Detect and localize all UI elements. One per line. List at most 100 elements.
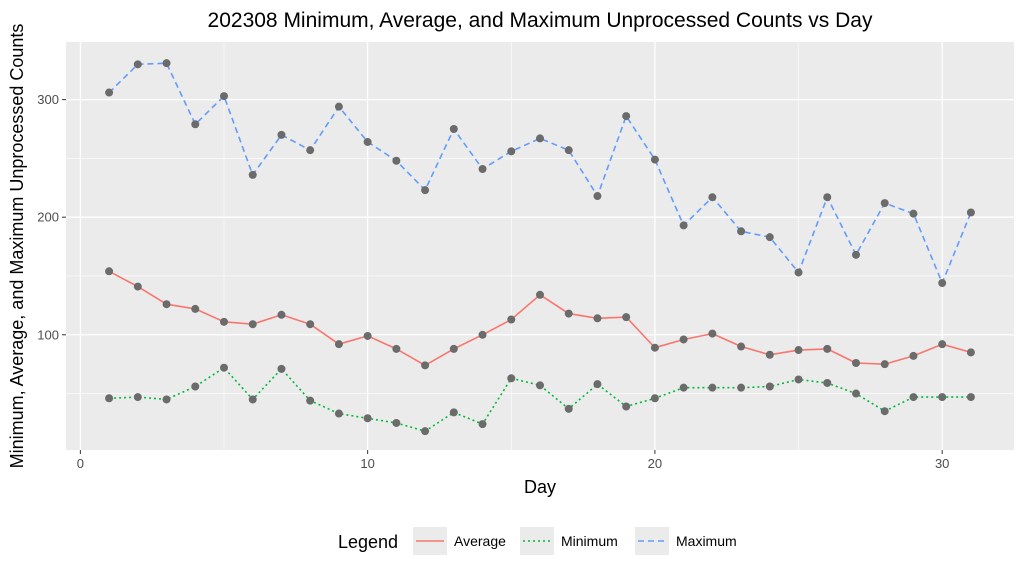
data-point-maximum [737, 227, 746, 236]
legend: Legend Average Minimum Maximum [338, 527, 737, 555]
data-point-minimum [794, 375, 803, 384]
data-point-maximum [794, 268, 803, 277]
data-point-minimum [909, 393, 918, 402]
data-point-minimum [392, 418, 401, 427]
data-point-average [363, 331, 372, 340]
data-point-average [449, 344, 458, 353]
x-tick-label: 20 [648, 456, 662, 471]
data-point-minimum [363, 414, 372, 423]
data-point-maximum [133, 60, 142, 69]
data-point-average [334, 340, 343, 349]
series-points [105, 59, 975, 436]
data-point-minimum [650, 394, 659, 403]
data-point-average [248, 320, 257, 329]
data-point-average [909, 351, 918, 360]
data-point-minimum [105, 394, 114, 403]
data-point-maximum [306, 146, 315, 155]
major-gridlines [66, 42, 1014, 450]
data-point-minimum [737, 383, 746, 392]
data-point-minimum [507, 374, 516, 383]
data-point-minimum [564, 404, 573, 413]
data-point-average [507, 315, 516, 324]
data-point-average [737, 342, 746, 351]
x-axis: 0 10 20 30 [77, 450, 949, 471]
data-point-minimum [478, 420, 487, 429]
data-point-minimum [593, 380, 602, 389]
data-point-minimum [277, 364, 286, 373]
data-point-average [966, 348, 975, 357]
data-point-minimum [852, 389, 860, 398]
data-point-average [708, 329, 717, 338]
data-point-maximum [909, 209, 918, 218]
data-point-average [880, 360, 889, 369]
data-point-maximum [880, 199, 889, 208]
data-point-minimum [248, 395, 257, 404]
x-tick-label: 10 [360, 456, 374, 471]
data-point-maximum [449, 125, 458, 134]
data-point-maximum [650, 155, 659, 164]
data-point-average [306, 320, 315, 329]
data-point-maximum [852, 250, 860, 259]
minor-gridlines [66, 42, 1014, 450]
data-point-minimum [765, 382, 774, 391]
data-point-minimum [306, 396, 315, 405]
data-point-average [650, 343, 659, 352]
data-point-average [191, 304, 200, 313]
data-point-maximum [564, 146, 573, 155]
data-point-maximum [507, 147, 516, 156]
data-point-minimum [191, 382, 200, 391]
data-point-minimum [966, 393, 975, 402]
legend-label-minimum: Minimum [561, 533, 618, 549]
data-point-average [478, 330, 487, 339]
data-point-average [765, 350, 774, 359]
y-tick-label: 300 [37, 92, 59, 107]
data-point-maximum [622, 112, 631, 121]
data-point-minimum [708, 383, 717, 392]
data-point-minimum [133, 393, 142, 402]
data-point-maximum [220, 92, 228, 101]
data-point-maximum [938, 279, 947, 288]
data-point-minimum [220, 363, 228, 372]
data-point-average [852, 358, 860, 367]
data-point-minimum [421, 427, 430, 436]
x-tick-label: 30 [935, 456, 949, 471]
data-point-minimum [679, 383, 688, 392]
data-point-average [622, 313, 631, 322]
legend-label-average: Average [454, 533, 506, 549]
data-point-average [162, 300, 171, 309]
data-point-average [392, 344, 401, 353]
data-point-maximum [162, 59, 171, 68]
data-point-maximum [363, 137, 372, 146]
data-point-average [536, 290, 544, 299]
data-point-average [105, 267, 114, 276]
data-point-maximum [679, 221, 688, 230]
data-point-maximum [392, 156, 401, 165]
data-point-maximum [823, 193, 832, 202]
data-point-maximum [966, 208, 975, 217]
legend-title: Legend [338, 532, 398, 552]
data-point-minimum [334, 409, 343, 418]
x-axis-title: Day [524, 477, 556, 497]
data-point-minimum [162, 395, 171, 404]
data-point-maximum [248, 170, 257, 179]
data-point-average [421, 361, 430, 370]
data-point-maximum [277, 130, 286, 139]
chart-title: 202308 Minimum, Average, and Maximum Unp… [208, 9, 873, 32]
data-point-maximum [334, 102, 343, 111]
data-point-maximum [593, 192, 602, 201]
data-point-minimum [938, 393, 947, 402]
data-point-average [794, 346, 803, 355]
y-tick-label: 100 [37, 327, 59, 342]
y-axis-title: Minimum, Average, and Maximum Unprocesse… [7, 24, 27, 469]
data-point-average [679, 335, 688, 344]
data-point-maximum [765, 233, 774, 242]
data-point-average [564, 309, 573, 318]
legend-label-maximum: Maximum [676, 533, 737, 549]
data-point-average [938, 340, 947, 349]
data-point-maximum [191, 120, 200, 129]
data-point-minimum [880, 407, 889, 416]
data-point-minimum [823, 378, 832, 387]
y-tick-label: 200 [37, 210, 59, 225]
data-point-average [133, 282, 142, 291]
